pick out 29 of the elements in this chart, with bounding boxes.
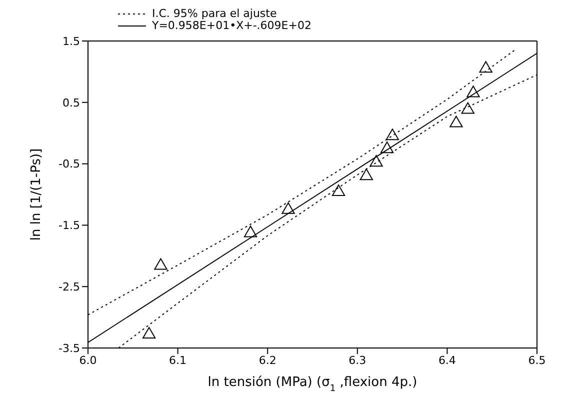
legend-label: I.C. 95% para el ajuste (152, 7, 277, 20)
point (142, 326, 156, 338)
point (332, 184, 346, 196)
x-tick-label: 6.0 (79, 354, 97, 367)
y-axis-title: ln ln [1/(1-Ps)] (29, 148, 44, 241)
point (360, 168, 373, 180)
x-tick-label: 6.3 (348, 354, 366, 367)
y-tick-label: 1.5 (62, 34, 80, 48)
y-tick-label: -3.5 (58, 342, 80, 355)
point (380, 142, 394, 154)
point (466, 86, 480, 98)
y-tick-label: -1.5 (58, 219, 80, 232)
point (479, 61, 492, 73)
x-tick-label: 6.1 (169, 354, 187, 367)
point (370, 155, 383, 167)
point (461, 102, 474, 114)
legend-label: Y=0.958E+01•X+-.609E+02 (152, 19, 312, 32)
point (154, 258, 168, 270)
x-tick-label: 6.2 (258, 354, 276, 367)
point (386, 128, 399, 140)
point (450, 116, 463, 128)
point (244, 226, 258, 238)
x-tick-label: 6.5 (528, 354, 546, 367)
y-tick-label: -2.5 (58, 280, 80, 294)
point (282, 202, 295, 214)
x-tick-label: 6.4 (438, 354, 456, 367)
y-tick-label: 0.5 (62, 96, 80, 110)
y-tick-label: -0.5 (58, 158, 80, 171)
x-axis-title: ln tensión (MPa) (σ$_{1}$ ,flexion 4p.) (208, 375, 418, 394)
